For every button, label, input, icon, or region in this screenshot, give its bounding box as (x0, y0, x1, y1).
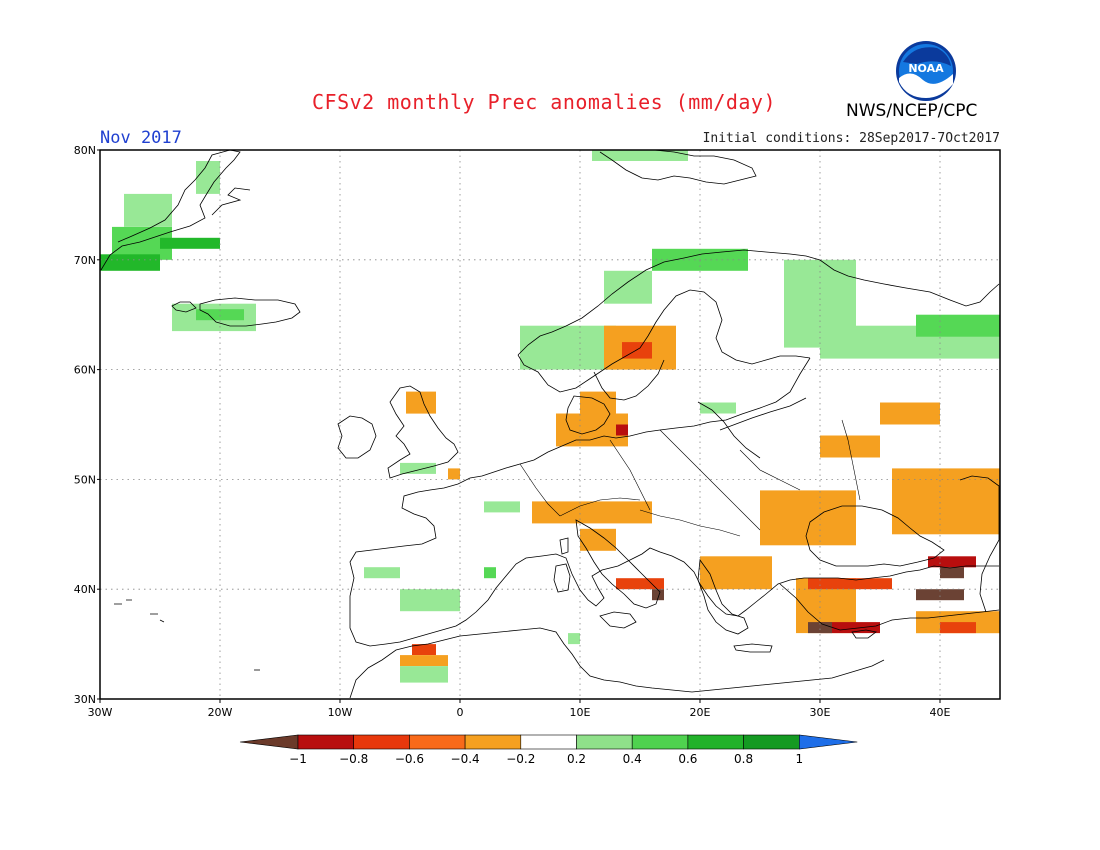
lon-label: 0 (457, 706, 464, 719)
anomaly-cell (580, 528, 616, 551)
lat-label: 60N (74, 364, 96, 377)
agency-label: NWS/NCEP/CPC (846, 101, 978, 121)
anomaly-cell (400, 666, 448, 683)
anomaly-cell (652, 589, 664, 601)
colorbar-tick-label: 1 (795, 752, 803, 766)
colorbar-tick-label: −0.6 (395, 752, 424, 766)
svg-text:NOAA: NOAA (908, 62, 944, 75)
anomaly-cell (100, 254, 160, 271)
lat-label: 30N (74, 693, 96, 706)
anomaly-cell (928, 556, 976, 568)
colorbar-tick-label: −1 (289, 752, 307, 766)
colorbar-segment (464, 734, 522, 750)
anomaly-cell (400, 462, 436, 474)
anomaly-cell (406, 391, 436, 414)
anomaly-cell (400, 655, 448, 667)
lon-label: 10E (570, 706, 591, 719)
anomaly-cell (400, 589, 460, 612)
colorbar-tick-label: 0.2 (567, 752, 586, 766)
map-gridlines (100, 150, 1000, 699)
anomaly-cell (760, 490, 856, 546)
anomaly-cell (196, 309, 244, 321)
anomaly-cell (580, 391, 616, 414)
anomaly-cell (568, 633, 580, 645)
colorbar-segment (297, 734, 355, 750)
anomaly-cell (880, 402, 940, 425)
anomaly-cell (616, 424, 628, 436)
anomaly-cell (448, 468, 460, 480)
anomaly-cell (916, 314, 1000, 337)
map-frame (99, 149, 1001, 700)
anomaly-cell (520, 325, 616, 370)
title: CFSv2 monthly Prec anomalies (mm/day) (312, 90, 777, 114)
lon-label: 20E (690, 706, 711, 719)
colorbar-tick-label: −0.8 (339, 752, 368, 766)
anomaly-cell (820, 435, 880, 458)
colorbar-tick-label: 0.4 (623, 752, 642, 766)
lat-label: 70N (74, 254, 96, 267)
anomaly-cell (484, 567, 496, 579)
anomaly-cell (196, 161, 220, 194)
lat-label: 80N (74, 144, 96, 157)
colorbar-right-arrow (798, 734, 858, 750)
anomaly-cell (892, 468, 1000, 535)
anomaly-cell (808, 578, 892, 590)
lon-label: 30W (88, 706, 113, 719)
colorbar-tick-label: −0.4 (451, 752, 480, 766)
colorbar-segment (353, 734, 410, 750)
lon-label: 30E (810, 706, 831, 719)
anomaly-cell (616, 578, 664, 590)
lat-label: 40N (74, 583, 96, 596)
month-label: Nov 2017 (100, 128, 182, 148)
anomaly-cell (940, 567, 964, 579)
colorbar-segment (631, 734, 689, 750)
colorbar-tick-label: −0.2 (506, 752, 535, 766)
anomaly-cell (124, 193, 172, 227)
anomaly-cell (160, 237, 220, 249)
colorbar-segment (687, 734, 744, 750)
anomaly-cell (364, 567, 400, 579)
coastlines (100, 149, 1000, 699)
anomaly-cell (700, 556, 772, 590)
lon-label: 40E (930, 706, 951, 719)
colorbar: −1 −0.8 −0.6 −0.4 −0.2 0.2 0.4 0.6 0.8 1 (239, 734, 858, 766)
initial-conditions-label: Initial conditions: 28Sep2017-7Oct2017 (702, 131, 1000, 146)
colorbar-tick-label: 0.6 (678, 752, 697, 766)
anomaly-cell (412, 644, 436, 656)
colorbar-left-arrow (239, 734, 299, 750)
anomaly-cells (100, 150, 1000, 683)
lat-label: 50N (74, 473, 96, 486)
lon-label: 20W (208, 706, 233, 719)
colorbar-tick-label: 0.8 (734, 752, 753, 766)
noaa-logo-icon: NOAA (896, 41, 956, 101)
anomaly-cell (532, 501, 652, 524)
anomaly-cell (808, 622, 832, 634)
map-axis-labels: 30N 40N 50N 60N 70N 80N 30W 20W 10W 0 10E 20E 30E 40E (74, 144, 951, 719)
anomaly-cell (622, 342, 652, 359)
lon-label: 10W (328, 706, 353, 719)
colorbar-segment (520, 734, 577, 750)
anomaly-cell (484, 501, 520, 513)
colorbar-segment (576, 734, 633, 750)
anomaly-cell (916, 589, 964, 601)
colorbar-segment (409, 734, 466, 750)
anomaly-cell (592, 150, 688, 161)
anomaly-cell (700, 402, 736, 414)
colorbar-segment (743, 734, 800, 750)
anomaly-cell (940, 622, 976, 634)
anomaly-cell (820, 622, 880, 634)
anomaly-cell (604, 270, 652, 304)
